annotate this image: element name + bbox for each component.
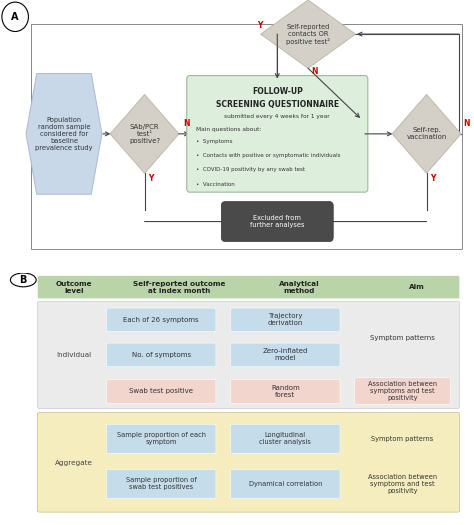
Text: FOLLOW-UP: FOLLOW-UP bbox=[252, 87, 303, 96]
Text: submitted every 4 weeks for 1 year: submitted every 4 weeks for 1 year bbox=[225, 114, 330, 120]
Text: •  Contacts with positive or symptomatic individuals: • Contacts with positive or symptomatic … bbox=[196, 153, 340, 159]
Text: Association between
symptoms and test
positivity: Association between symptoms and test po… bbox=[368, 381, 437, 401]
FancyBboxPatch shape bbox=[231, 469, 340, 499]
Polygon shape bbox=[110, 94, 179, 173]
Text: Association between
symptoms and test
positivity: Association between symptoms and test po… bbox=[368, 474, 437, 494]
Text: Aim: Aim bbox=[409, 284, 424, 290]
Text: Sample proportion of each
symptom: Sample proportion of each symptom bbox=[117, 432, 206, 445]
Text: N: N bbox=[311, 67, 318, 76]
Text: N: N bbox=[464, 119, 470, 128]
Circle shape bbox=[10, 273, 36, 287]
Text: Trajectory
derivation: Trajectory derivation bbox=[268, 313, 303, 327]
Text: •  Vaccination: • Vaccination bbox=[196, 182, 235, 187]
Text: B: B bbox=[19, 275, 27, 285]
Text: Longitudinal
cluster analysis: Longitudinal cluster analysis bbox=[259, 432, 311, 445]
FancyBboxPatch shape bbox=[231, 343, 340, 367]
Text: Self-rep.
vaccination: Self-rep. vaccination bbox=[406, 128, 447, 140]
Text: SAb/PCR
test¹
positive?: SAb/PCR test¹ positive? bbox=[129, 124, 160, 144]
Text: Zero-inflated
model: Zero-inflated model bbox=[263, 349, 308, 361]
Text: Symptom patterns: Symptom patterns bbox=[372, 436, 434, 442]
FancyBboxPatch shape bbox=[231, 380, 340, 403]
Text: Y: Y bbox=[430, 174, 435, 183]
Text: Analytical
method: Analytical method bbox=[279, 280, 319, 293]
Text: Each of 26 symptoms: Each of 26 symptoms bbox=[123, 317, 199, 323]
Text: Y: Y bbox=[257, 21, 262, 30]
FancyBboxPatch shape bbox=[37, 276, 460, 299]
Text: Swab test positive: Swab test positive bbox=[129, 388, 193, 394]
Text: Symptom patterns: Symptom patterns bbox=[370, 334, 435, 341]
FancyBboxPatch shape bbox=[221, 202, 333, 242]
FancyBboxPatch shape bbox=[107, 308, 216, 332]
FancyBboxPatch shape bbox=[37, 302, 460, 408]
Text: Individual: Individual bbox=[56, 352, 91, 358]
FancyBboxPatch shape bbox=[107, 469, 216, 499]
Circle shape bbox=[2, 2, 28, 32]
Text: Random
forest: Random forest bbox=[271, 385, 300, 398]
Text: Excluded from
further analyses: Excluded from further analyses bbox=[250, 215, 304, 228]
Text: Self-reported outcome
at index month: Self-reported outcome at index month bbox=[133, 280, 226, 293]
Text: Y: Y bbox=[148, 174, 153, 183]
Text: Aggregate: Aggregate bbox=[55, 459, 93, 466]
FancyBboxPatch shape bbox=[107, 380, 216, 403]
Text: Main questions about:: Main questions about: bbox=[196, 127, 261, 132]
Text: •  Symptoms: • Symptoms bbox=[196, 139, 232, 144]
FancyBboxPatch shape bbox=[187, 76, 368, 192]
Text: Population
random sample
considered for
baseline
prevalence study: Population random sample considered for … bbox=[35, 117, 93, 151]
Text: Dynamical correlation: Dynamical correlation bbox=[249, 481, 322, 487]
Text: No. of symptoms: No. of symptoms bbox=[132, 352, 191, 358]
Text: Sample proportion of
swab test positives: Sample proportion of swab test positives bbox=[126, 477, 197, 490]
Text: A: A bbox=[11, 12, 19, 22]
Text: Self-reported
contacts OR
positive test²: Self-reported contacts OR positive test² bbox=[286, 24, 330, 45]
Text: N: N bbox=[183, 119, 190, 128]
FancyBboxPatch shape bbox=[231, 308, 340, 332]
Text: •  COVID-19 positivity by any swab test: • COVID-19 positivity by any swab test bbox=[196, 167, 305, 173]
Polygon shape bbox=[26, 74, 102, 194]
FancyBboxPatch shape bbox=[107, 424, 216, 454]
FancyBboxPatch shape bbox=[355, 377, 450, 404]
Text: Outcome
level: Outcome level bbox=[55, 280, 92, 293]
FancyBboxPatch shape bbox=[107, 343, 216, 367]
Text: SCREENING QUESTIONNAIRE: SCREENING QUESTIONNAIRE bbox=[216, 100, 339, 109]
FancyBboxPatch shape bbox=[231, 424, 340, 454]
Polygon shape bbox=[261, 0, 356, 68]
Polygon shape bbox=[392, 94, 461, 173]
FancyBboxPatch shape bbox=[37, 413, 460, 512]
